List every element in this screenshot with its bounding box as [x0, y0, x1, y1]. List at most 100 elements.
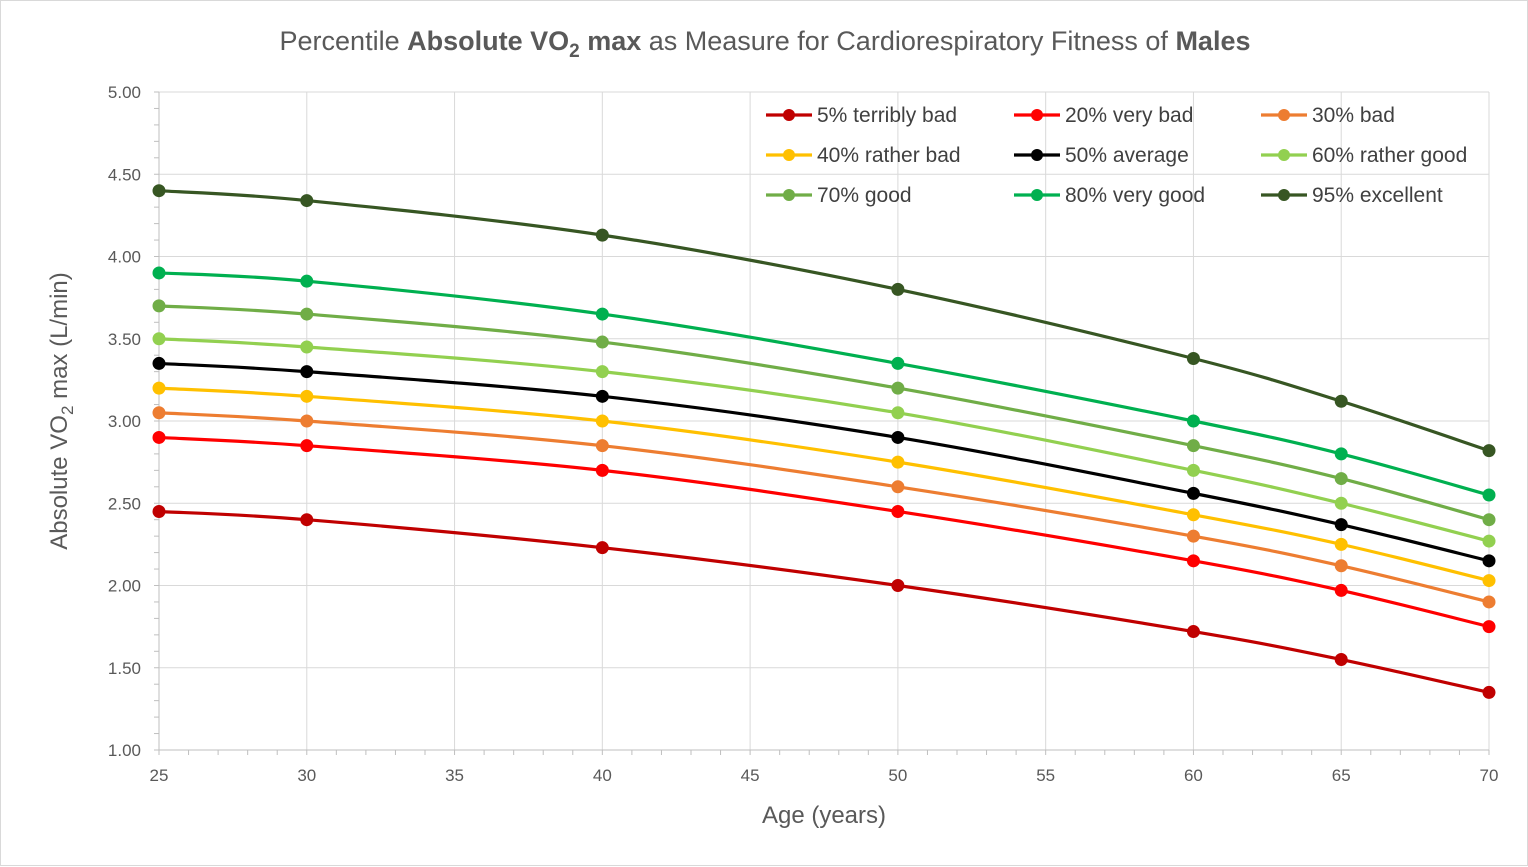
data-point [891, 381, 905, 395]
legend-item-2: 30% bad [1261, 104, 1395, 127]
data-point [891, 356, 905, 370]
legend-label: 40% rather bad [817, 144, 961, 167]
x-tick-label: 40 [593, 766, 612, 785]
data-point [1334, 537, 1348, 551]
series-5 [152, 332, 1496, 548]
legend-label: 70% good [817, 184, 912, 207]
legend-label: 60% rather good [1312, 144, 1467, 167]
data-point [152, 332, 166, 346]
ylabel-part-1: 2 [58, 406, 77, 415]
data-point [595, 389, 609, 403]
x-tick-label: 25 [150, 766, 169, 785]
axis-ticks: 25 30 35 40 45 50 55 60 65 70 1.00 1.50 2.00 2.50 3.00… [108, 83, 1499, 785]
series-6 [152, 299, 1496, 527]
data-point [891, 282, 905, 296]
legend-item-0: 5% terribly bad [766, 104, 957, 127]
legend-item-4: 50% average [1014, 144, 1189, 167]
legend-label: 5% terribly bad [817, 104, 957, 127]
series-line [158, 386, 1490, 583]
legend-item-5: 60% rather good [1261, 144, 1467, 167]
data-point [595, 439, 609, 453]
y-tick-label: 2.00 [108, 577, 141, 596]
series-7 [152, 266, 1496, 502]
y-tick-label: 4.50 [108, 165, 141, 184]
legend-label: 50% average [1065, 144, 1189, 167]
data-point [1482, 534, 1496, 548]
legend-marker [1278, 189, 1290, 201]
data-point [595, 365, 609, 379]
data-point [1334, 518, 1348, 532]
data-point [595, 335, 609, 349]
data-point [1334, 447, 1348, 461]
legend-label: 20% very bad [1065, 104, 1193, 127]
x-tick-label: 55 [1036, 766, 1055, 785]
y-axis-title: Absolute VO2 max (L/min) [46, 272, 77, 550]
series-line [158, 189, 1490, 453]
title-part-1: Absolute VO [407, 26, 569, 56]
data-point [300, 439, 314, 453]
legend-marker [1278, 109, 1290, 121]
series-lines [152, 184, 1496, 699]
data-point [152, 356, 166, 370]
y-tick-label: 2.50 [108, 494, 141, 513]
series-2 [152, 406, 1496, 609]
data-point [152, 266, 166, 280]
data-point [891, 430, 905, 444]
data-point [300, 389, 314, 403]
legend-label: 95% excellent [1312, 184, 1443, 207]
data-point [152, 299, 166, 313]
data-point [891, 455, 905, 469]
data-point [1186, 439, 1200, 453]
data-point [595, 307, 609, 321]
legend-marker [783, 109, 795, 121]
data-point [1334, 583, 1348, 597]
series-line [158, 411, 1490, 604]
series-line [158, 509, 1490, 694]
data-point [1186, 554, 1200, 568]
x-tick-label: 45 [741, 766, 760, 785]
legend-item-8: 95% excellent [1261, 184, 1443, 207]
data-point [152, 504, 166, 518]
series-1 [152, 430, 1496, 634]
data-point [1482, 574, 1496, 588]
data-point [1482, 595, 1496, 609]
data-point [152, 430, 166, 444]
chart-title: Percentile Absolute VO2 max as Measure f… [280, 26, 1251, 62]
data-point [300, 340, 314, 354]
title-part-3: max [580, 26, 642, 56]
data-point [595, 228, 609, 242]
data-point [152, 184, 166, 198]
data-point [1186, 508, 1200, 522]
series-3 [152, 381, 1496, 588]
y-tick-label: 3.50 [108, 330, 141, 349]
legend-label: 80% very good [1065, 184, 1205, 207]
data-point [1186, 486, 1200, 500]
y-tick-label: 1.00 [108, 741, 141, 760]
y-tick-label: 3.00 [108, 412, 141, 431]
series-line [158, 435, 1490, 629]
data-point [1334, 559, 1348, 573]
x-tick-label: 60 [1184, 766, 1203, 785]
legend-label: 30% bad [1312, 104, 1395, 127]
gridlines [158, 91, 1490, 751]
data-point [300, 365, 314, 379]
legend-item-3: 40% rather bad [766, 144, 961, 167]
series-line [158, 304, 1490, 522]
legend-marker [783, 189, 795, 201]
legend-marker [1031, 109, 1043, 121]
data-point [1482, 685, 1496, 699]
legend-marker [1031, 189, 1043, 201]
x-tick-label: 70 [1480, 766, 1499, 785]
y-tick-label: 4.00 [108, 248, 141, 267]
data-point [891, 504, 905, 518]
title-part-2: 2 [569, 41, 580, 62]
data-point [1482, 620, 1496, 634]
series-line [158, 361, 1490, 563]
data-point [152, 381, 166, 395]
data-point [1186, 625, 1200, 639]
data-point [1186, 351, 1200, 365]
data-point [595, 463, 609, 477]
data-point [1186, 414, 1200, 428]
x-tick-label: 35 [445, 766, 464, 785]
data-point [595, 414, 609, 428]
